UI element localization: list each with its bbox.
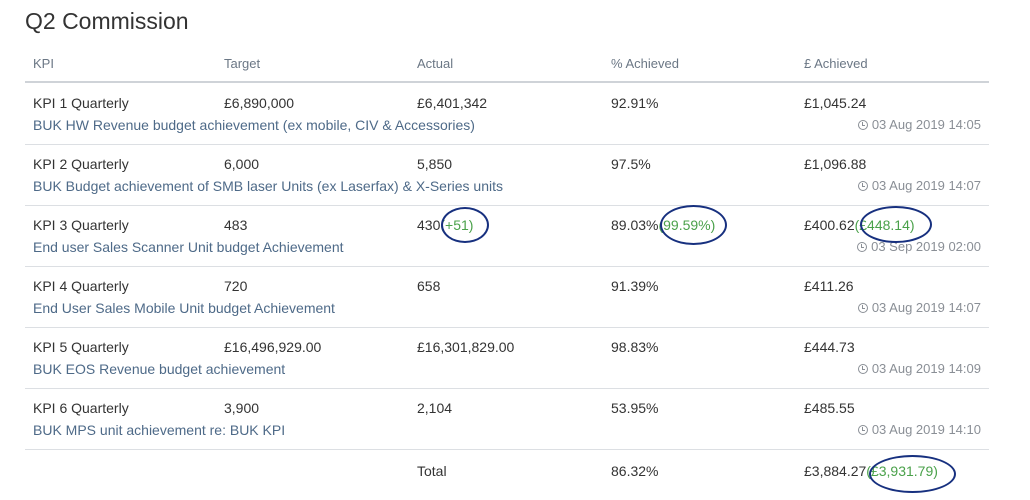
kpi-description-link[interactable]: BUK HW Revenue budget achievement (ex mo…: [33, 117, 475, 133]
timestamp-text: 03 Aug 2019 14:07: [871, 178, 981, 193]
clock-icon: [857, 120, 868, 130]
total-gbp-adjusted: (£3,931.79): [866, 463, 938, 479]
column-header-kpi: KPI: [33, 56, 54, 71]
kpi-description-link[interactable]: BUK EOS Revenue budget achievement: [33, 361, 286, 377]
kpi-name: KPI 4 Quarterly: [33, 278, 129, 294]
header-divider: [25, 81, 989, 83]
gbp-adjusted: (£448.14): [854, 217, 915, 233]
kpi-description-link[interactable]: BUK Budget achievement of SMB laser Unit…: [33, 178, 503, 194]
kpi-pct-achieved: 98.83%: [611, 339, 659, 355]
row-divider: [25, 205, 989, 206]
row-divider: [25, 327, 989, 328]
kpi-timestamp: 03 Aug 2019 14:05: [857, 117, 981, 132]
kpi-actual: 5,850: [417, 156, 453, 172]
kpi-description-link[interactable]: BUK MPS unit achievement re: BUK KPI: [33, 422, 286, 438]
kpi-actual: £6,401,342: [417, 95, 488, 111]
timestamp-text: 03 Aug 2019 14:07: [871, 300, 981, 315]
kpi-name: KPI 1 Quarterly: [33, 95, 129, 111]
kpi-description-link[interactable]: End user Sales Scanner Unit budget Achie…: [33, 239, 344, 255]
kpi-actual: 658: [417, 278, 441, 294]
kpi-name: KPI 6 Quarterly: [33, 400, 129, 416]
kpi-timestamp: 03 Aug 2019 14:10: [857, 422, 981, 437]
kpi-actual: 2,104: [417, 400, 453, 416]
actual-adjustment: (+51): [440, 217, 474, 233]
clock-icon: [857, 242, 868, 252]
kpi-gbp-achieved: £400.62(£448.14): [804, 217, 915, 233]
kpi-target: 3,900: [224, 400, 260, 416]
clock-icon: [857, 425, 868, 435]
column-header-actual: Actual: [417, 56, 454, 71]
kpi-target: 6,000: [224, 156, 260, 172]
timestamp-text: 03 Aug 2019 14:10: [871, 422, 981, 437]
column-header-pct-achieved: % Achieved: [611, 56, 679, 71]
clock-icon: [857, 303, 868, 313]
page-title: Q2 Commission: [25, 8, 189, 34]
column-header-target: Target: [224, 56, 261, 71]
kpi-actual: £16,301,829.00: [417, 339, 515, 355]
row-divider: [25, 449, 989, 450]
kpi-target: 720: [224, 278, 248, 294]
kpi-target: £16,496,929.00: [224, 339, 322, 355]
kpi-pct-achieved: 53.95%: [611, 400, 659, 416]
clock-icon: [857, 364, 868, 374]
kpi-pct-achieved: 89.03%(99.59%): [611, 217, 716, 233]
kpi-pct-achieved: 92.91%: [611, 95, 659, 111]
kpi-timestamp: 03 Sep 2019 02:00: [857, 239, 981, 254]
total-pct-achieved: 86.32%: [611, 463, 659, 479]
total-label: Total: [417, 463, 447, 479]
kpi-gbp-achieved: £1,096.88: [804, 156, 867, 172]
pct-adjusted: (99.59%): [658, 217, 716, 233]
column-header-gbp-achieved: £ Achieved: [804, 56, 868, 71]
kpi-name: KPI 2 Quarterly: [33, 156, 129, 172]
timestamp-text: 03 Sep 2019 02:00: [871, 239, 981, 254]
kpi-gbp-achieved: £411.26: [804, 278, 854, 294]
kpi-timestamp: 03 Aug 2019 14:07: [857, 178, 981, 193]
kpi-timestamp: 03 Aug 2019 14:07: [857, 300, 981, 315]
row-divider: [25, 388, 989, 389]
kpi-timestamp: 03 Aug 2019 14:09: [857, 361, 981, 376]
kpi-description-link[interactable]: End User Sales Mobile Unit budget Achiev…: [33, 300, 335, 316]
row-divider: [25, 266, 989, 267]
kpi-gbp-achieved: £1,045.24: [804, 95, 867, 111]
clock-icon: [857, 181, 868, 191]
timestamp-text: 03 Aug 2019 14:09: [871, 361, 981, 376]
total-gbp-achieved: £3,884.27(£3,931.79): [804, 463, 938, 479]
timestamp-text: 03 Aug 2019 14:05: [871, 117, 981, 132]
kpi-target: £6,890,000: [224, 95, 295, 111]
kpi-pct-achieved: 97.5%: [611, 156, 651, 172]
kpi-target: 483: [224, 217, 248, 233]
kpi-actual: 430(+51): [417, 217, 474, 233]
kpi-gbp-achieved: £444.73: [804, 339, 855, 355]
row-divider: [25, 144, 989, 145]
kpi-name: KPI 3 Quarterly: [33, 217, 129, 233]
kpi-gbp-achieved: £485.55: [804, 400, 855, 416]
kpi-pct-achieved: 91.39%: [611, 278, 659, 294]
kpi-name: KPI 5 Quarterly: [33, 339, 129, 355]
